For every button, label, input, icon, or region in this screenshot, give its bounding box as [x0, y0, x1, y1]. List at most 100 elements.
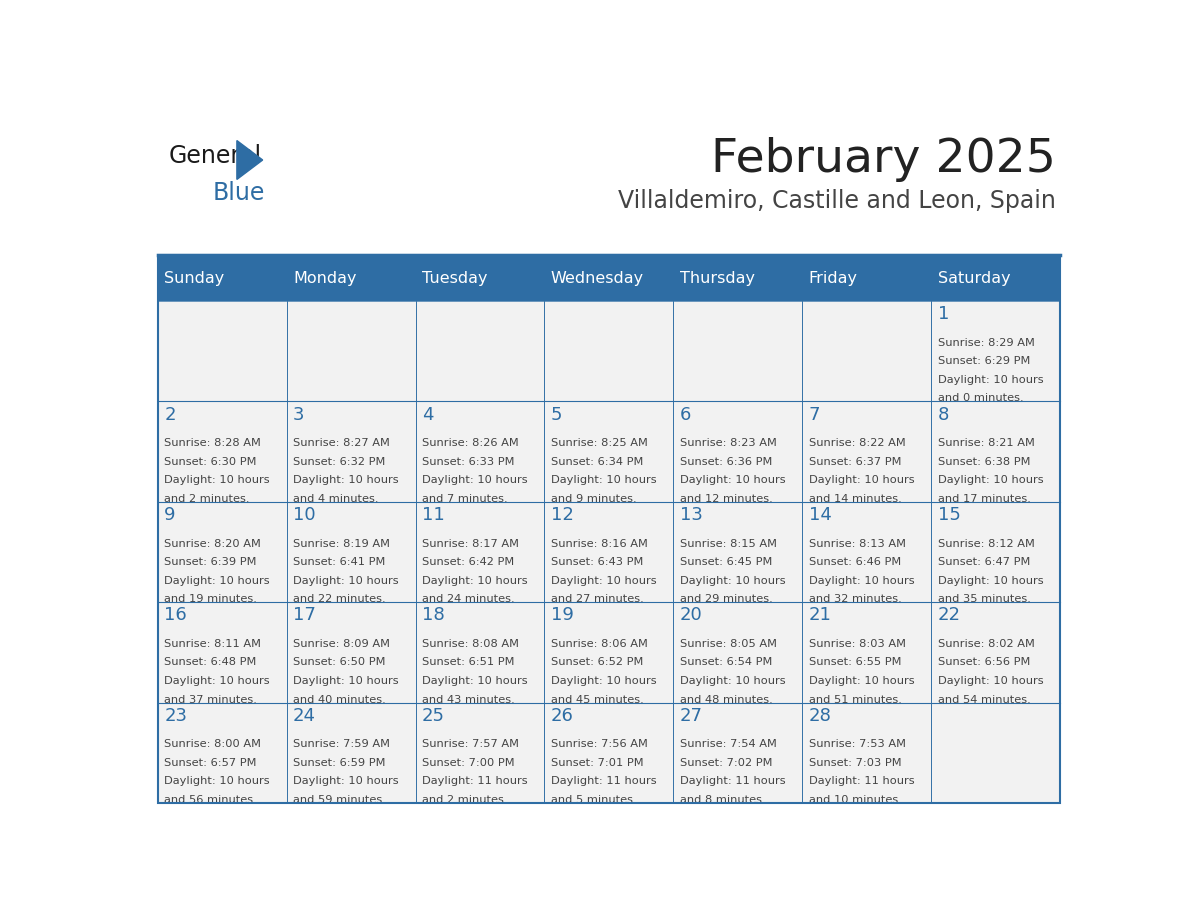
Bar: [416, 401, 544, 502]
Text: 21: 21: [809, 607, 832, 624]
Text: Daylight: 10 hours: Daylight: 10 hours: [164, 777, 270, 787]
Bar: [802, 401, 931, 502]
Bar: [674, 702, 802, 803]
Text: Daylight: 10 hours: Daylight: 10 hours: [551, 476, 657, 486]
Text: 16: 16: [164, 607, 187, 624]
Text: 17: 17: [293, 607, 316, 624]
Text: Daylight: 10 hours: Daylight: 10 hours: [809, 476, 915, 486]
Text: Sunset: 6:37 PM: Sunset: 6:37 PM: [809, 457, 902, 466]
Text: and 40 minutes.: and 40 minutes.: [293, 695, 386, 705]
Text: Sunrise: 8:08 AM: Sunrise: 8:08 AM: [422, 639, 519, 649]
Text: Sunset: 6:39 PM: Sunset: 6:39 PM: [164, 557, 257, 567]
Text: Sunset: 6:51 PM: Sunset: 6:51 PM: [422, 657, 514, 667]
Bar: [544, 301, 674, 401]
Text: and 4 minutes.: and 4 minutes.: [293, 494, 379, 504]
Text: Sunrise: 8:27 AM: Sunrise: 8:27 AM: [293, 438, 390, 448]
Bar: [802, 301, 931, 401]
Bar: [158, 602, 286, 702]
Text: Sunset: 6:52 PM: Sunset: 6:52 PM: [551, 657, 643, 667]
Text: and 9 minutes.: and 9 minutes.: [551, 494, 637, 504]
Text: Sunset: 6:33 PM: Sunset: 6:33 PM: [422, 457, 514, 466]
Text: Sunrise: 8:23 AM: Sunrise: 8:23 AM: [680, 438, 777, 448]
Bar: [544, 502, 674, 602]
Text: Sunset: 7:00 PM: Sunset: 7:00 PM: [422, 758, 514, 767]
Text: Sunset: 6:50 PM: Sunset: 6:50 PM: [293, 657, 386, 667]
Text: Sunset: 6:46 PM: Sunset: 6:46 PM: [809, 557, 901, 567]
Text: Daylight: 10 hours: Daylight: 10 hours: [937, 375, 1043, 385]
Text: Sunset: 6:48 PM: Sunset: 6:48 PM: [164, 657, 257, 667]
Text: Daylight: 10 hours: Daylight: 10 hours: [164, 676, 270, 686]
Text: and 43 minutes.: and 43 minutes.: [422, 695, 514, 705]
Text: Sunrise: 8:16 AM: Sunrise: 8:16 AM: [551, 539, 647, 549]
Bar: [931, 502, 1060, 602]
Text: and 19 minutes.: and 19 minutes.: [164, 594, 257, 604]
Bar: [286, 301, 416, 401]
Text: Sunrise: 8:13 AM: Sunrise: 8:13 AM: [809, 539, 905, 549]
Text: Blue: Blue: [213, 181, 265, 205]
Text: 25: 25: [422, 707, 446, 724]
Text: Sunset: 7:03 PM: Sunset: 7:03 PM: [809, 758, 902, 767]
Text: 26: 26: [551, 707, 574, 724]
Text: Sunset: 6:29 PM: Sunset: 6:29 PM: [937, 356, 1030, 366]
Bar: [544, 602, 674, 702]
Text: Wednesday: Wednesday: [551, 271, 644, 285]
Text: Daylight: 10 hours: Daylight: 10 hours: [293, 576, 399, 586]
Bar: [931, 602, 1060, 702]
Text: 15: 15: [937, 506, 960, 524]
Text: Sunset: 6:56 PM: Sunset: 6:56 PM: [937, 657, 1030, 667]
Text: 7: 7: [809, 406, 820, 423]
Text: Sunset: 6:43 PM: Sunset: 6:43 PM: [551, 557, 643, 567]
Bar: [158, 255, 1060, 803]
Bar: [158, 401, 286, 502]
Text: and 48 minutes.: and 48 minutes.: [680, 695, 772, 705]
Text: and 45 minutes.: and 45 minutes.: [551, 695, 644, 705]
Text: and 51 minutes.: and 51 minutes.: [809, 695, 902, 705]
Text: Sunset: 6:32 PM: Sunset: 6:32 PM: [293, 457, 385, 466]
Text: and 24 minutes.: and 24 minutes.: [422, 594, 514, 604]
Bar: [158, 502, 286, 602]
Text: Daylight: 10 hours: Daylight: 10 hours: [164, 476, 270, 486]
Text: Daylight: 10 hours: Daylight: 10 hours: [809, 576, 915, 586]
Text: Sunrise: 8:20 AM: Sunrise: 8:20 AM: [164, 539, 261, 549]
Text: Sunset: 6:34 PM: Sunset: 6:34 PM: [551, 457, 643, 466]
Bar: [931, 702, 1060, 803]
Text: and 12 minutes.: and 12 minutes.: [680, 494, 772, 504]
Text: Daylight: 10 hours: Daylight: 10 hours: [680, 476, 785, 486]
Text: Daylight: 10 hours: Daylight: 10 hours: [164, 576, 270, 586]
Bar: [416, 702, 544, 803]
Text: 23: 23: [164, 707, 188, 724]
Text: Sunrise: 8:26 AM: Sunrise: 8:26 AM: [422, 438, 519, 448]
Bar: [544, 401, 674, 502]
Text: Sunrise: 8:02 AM: Sunrise: 8:02 AM: [937, 639, 1035, 649]
Text: and 56 minutes.: and 56 minutes.: [164, 795, 257, 805]
Text: and 0 minutes.: and 0 minutes.: [937, 394, 1023, 404]
Bar: [416, 301, 544, 401]
Bar: [416, 502, 544, 602]
Bar: [416, 602, 544, 702]
Text: Daylight: 10 hours: Daylight: 10 hours: [293, 676, 399, 686]
Text: 24: 24: [293, 707, 316, 724]
Text: 2: 2: [164, 406, 176, 423]
Text: 22: 22: [937, 607, 961, 624]
Text: Daylight: 10 hours: Daylight: 10 hours: [551, 676, 657, 686]
Text: Sunset: 6:36 PM: Sunset: 6:36 PM: [680, 457, 772, 466]
Text: Daylight: 10 hours: Daylight: 10 hours: [422, 676, 527, 686]
Text: Sunrise: 8:05 AM: Sunrise: 8:05 AM: [680, 639, 777, 649]
Text: Daylight: 10 hours: Daylight: 10 hours: [293, 777, 399, 787]
Text: Daylight: 10 hours: Daylight: 10 hours: [809, 676, 915, 686]
Text: and 29 minutes.: and 29 minutes.: [680, 594, 772, 604]
Text: Sunrise: 8:12 AM: Sunrise: 8:12 AM: [937, 539, 1035, 549]
Text: Sunset: 7:01 PM: Sunset: 7:01 PM: [551, 758, 644, 767]
Polygon shape: [236, 140, 263, 179]
Text: Sunset: 6:54 PM: Sunset: 6:54 PM: [680, 657, 772, 667]
Text: Daylight: 10 hours: Daylight: 10 hours: [680, 676, 785, 686]
Text: Daylight: 10 hours: Daylight: 10 hours: [422, 576, 527, 586]
Text: Sunset: 6:45 PM: Sunset: 6:45 PM: [680, 557, 772, 567]
Text: Daylight: 10 hours: Daylight: 10 hours: [293, 476, 399, 486]
Text: and 8 minutes.: and 8 minutes.: [680, 795, 765, 805]
Text: Tuesday: Tuesday: [422, 271, 487, 285]
Text: Friday: Friday: [809, 271, 858, 285]
Text: 13: 13: [680, 506, 702, 524]
Text: 9: 9: [164, 506, 176, 524]
Text: General: General: [169, 144, 261, 168]
